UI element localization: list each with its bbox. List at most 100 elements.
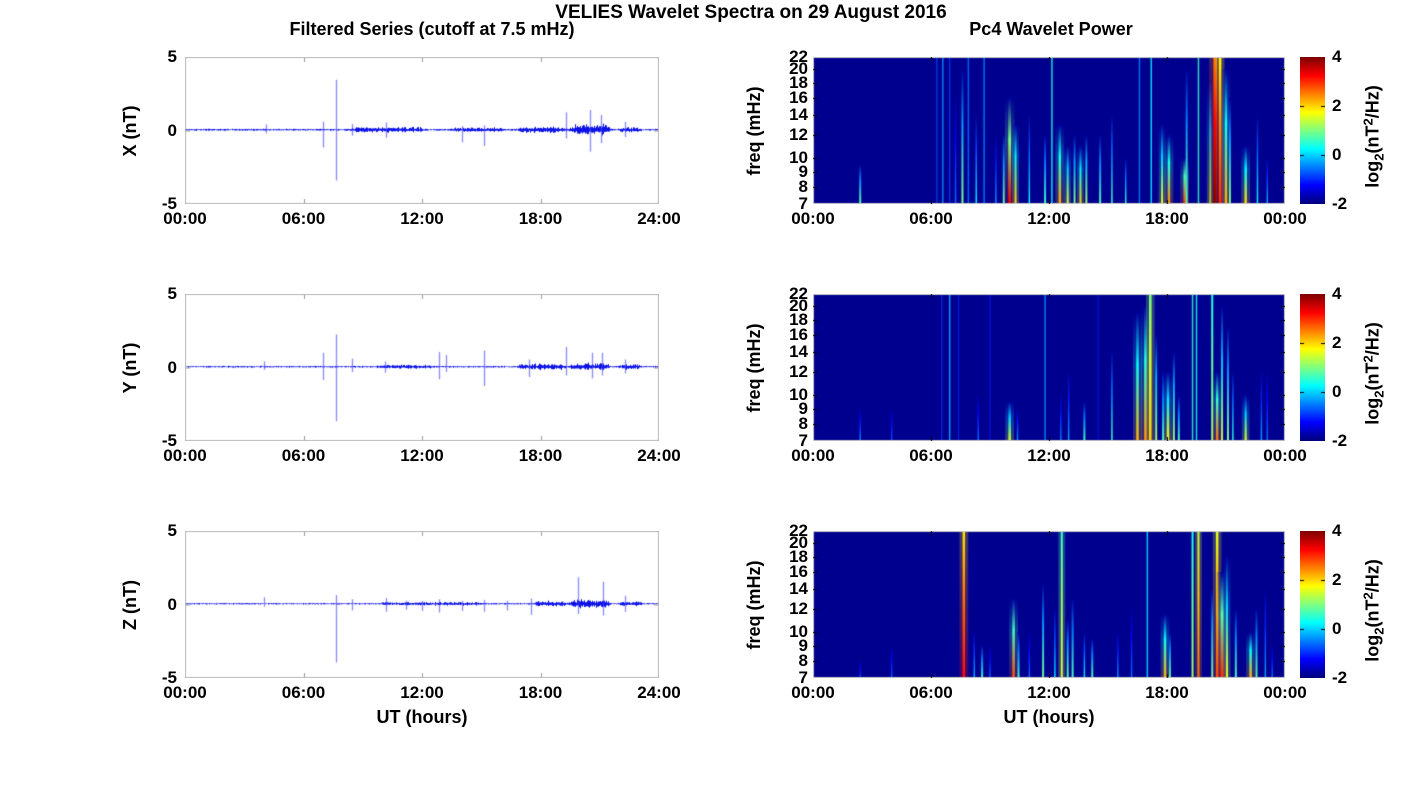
colorbar-tick-label-x-3: -2 xyxy=(1332,194,1348,213)
colorbar-label-part: /Hz) xyxy=(1362,321,1383,355)
colorbar-label-part: 2 xyxy=(1371,390,1387,398)
x-tick-label-left-z-4: 24:00 xyxy=(637,683,681,702)
freq-tick-label-y-8: 8 xyxy=(798,413,808,433)
freq-tick-label-z-6: 10 xyxy=(789,622,808,642)
y-tick-label-x-2: -5 xyxy=(161,194,177,213)
filtered-series-y-plot xyxy=(185,294,659,441)
x-tick-label-left-y-1: 06:00 xyxy=(281,446,326,465)
freq-tick-label-x-1: 20 xyxy=(789,59,808,79)
colorbar-tick-label-y-2: 0 xyxy=(1332,382,1342,401)
colorbar-label-z: log2(nT2/Hz) xyxy=(1358,530,1391,690)
filtered-series-z-plot xyxy=(185,531,659,678)
y-tick-label-x-0: 5 xyxy=(167,47,177,66)
x-tick-label-left-z-1: 06:00 xyxy=(281,683,326,702)
freq-tick-label-x-8: 8 xyxy=(798,176,808,196)
x-tick-label-right-z-1: 06:00 xyxy=(909,683,953,702)
colorbar-label-part: 2 xyxy=(1360,354,1376,363)
y-tick-label-y-2: -5 xyxy=(161,431,177,450)
x-tick-label-left-x-0: 00:00 xyxy=(163,209,207,228)
freq-tick-label-y-9: 7 xyxy=(798,431,808,450)
x-tick-label-right-z-2: 12:00 xyxy=(1027,683,1071,702)
colorbar-z xyxy=(1300,531,1325,678)
x-axis-label-right: UT (hours) xyxy=(1003,707,1095,727)
x-tick-label-left-y-0: 00:00 xyxy=(163,446,207,465)
wavelet-power-x-heatmap xyxy=(813,57,1285,204)
colorbar-tick-label-x-0: 4 xyxy=(1332,47,1342,66)
freq-axis-label-z: freq (mHz) xyxy=(744,560,764,649)
freq-tick-label-y-6: 10 xyxy=(789,385,808,405)
x-tick-label-left-y-3: 18:00 xyxy=(518,446,563,465)
freq-tick-label-y-7: 9 xyxy=(798,398,808,418)
wavelet-power-z-heatmap xyxy=(813,531,1285,678)
colorbar-label-part: log xyxy=(1362,634,1383,662)
y-tick-label-z-1: 0 xyxy=(167,594,177,614)
x-tick-label-left-y-2: 12:00 xyxy=(400,446,444,465)
colorbar-label-x: log2(nT2/Hz) xyxy=(1358,56,1391,216)
y-tick-label-z-0: 5 xyxy=(167,521,177,540)
filtered-series-x-plot xyxy=(185,57,659,204)
colorbar-y xyxy=(1300,294,1325,441)
x-tick-label-right-x-3: 18:00 xyxy=(1145,209,1189,228)
colorbar-label-part: /Hz) xyxy=(1362,558,1383,592)
freq-tick-label-y-3: 16 xyxy=(789,324,808,344)
freq-tick-label-z-8: 8 xyxy=(798,650,808,670)
freq-tick-label-x-0: 22 xyxy=(789,47,808,66)
freq-axis-label-x: freq (mHz) xyxy=(744,86,764,175)
x-tick-label-left-z-0: 00:00 xyxy=(163,683,207,702)
x-tick-label-right-x-2: 12:00 xyxy=(1027,209,1071,228)
x-tick-label-right-z-3: 18:00 xyxy=(1145,683,1189,702)
colorbar-label-part: 2 xyxy=(1360,117,1376,126)
x-tick-label-left-x-3: 18:00 xyxy=(518,209,563,228)
wavelet-power-y-heatmap xyxy=(813,294,1285,441)
freq-tick-label-x-9: 7 xyxy=(798,194,808,213)
freq-tick-label-z-5: 12 xyxy=(789,598,808,618)
colorbar-label-y: log2(nT2/Hz) xyxy=(1358,293,1391,453)
right-subplot-title: Pc4 Wavelet Power xyxy=(969,19,1133,39)
colorbar-x xyxy=(1300,57,1325,204)
freq-tick-label-x-3: 16 xyxy=(789,87,808,107)
freq-tick-label-x-7: 9 xyxy=(798,161,808,181)
freq-tick-label-x-5: 12 xyxy=(789,124,808,144)
left-subplot-title: Filtered Series (cutoff at 7.5 mHz) xyxy=(289,19,575,39)
x-tick-label-left-x-1: 06:00 xyxy=(281,209,326,228)
colorbar-label-part: 2 xyxy=(1371,153,1387,161)
freq-tick-label-y-0: 22 xyxy=(789,284,808,303)
freq-tick-label-x-2: 18 xyxy=(789,72,808,92)
freq-tick-label-y-2: 18 xyxy=(789,309,808,329)
freq-tick-label-z-2: 18 xyxy=(789,546,808,566)
freq-tick-label-z-1: 20 xyxy=(789,533,808,553)
colorbar-label-part: (nT xyxy=(1362,362,1383,390)
y-tick-label-y-1: 0 xyxy=(167,357,177,377)
colorbar-label-part: (nT xyxy=(1362,599,1383,627)
colorbar-label-part: log xyxy=(1362,160,1383,188)
colorbar-tick-label-y-1: 2 xyxy=(1332,333,1342,352)
x-tick-label-right-y-0: 00:00 xyxy=(791,446,835,465)
colorbar-label-part: 2 xyxy=(1371,627,1387,635)
freq-tick-label-x-6: 10 xyxy=(789,148,808,168)
freq-tick-label-z-4: 14 xyxy=(789,579,808,599)
y-tick-label-x-1: 0 xyxy=(167,120,177,140)
colorbar-tick-label-z-2: 0 xyxy=(1332,619,1342,638)
x-tick-label-left-y-4: 24:00 xyxy=(637,446,681,465)
x-tick-label-right-y-2: 12:00 xyxy=(1027,446,1071,465)
x-tick-label-left-z-2: 12:00 xyxy=(400,683,444,702)
colorbar-label-part: log xyxy=(1362,397,1383,425)
colorbar-tick-label-y-3: -2 xyxy=(1332,431,1348,450)
colorbar-label-part: (nT xyxy=(1362,125,1383,153)
x-tick-label-left-z-3: 18:00 xyxy=(518,683,563,702)
freq-axis-label-y: freq (mHz) xyxy=(744,323,764,412)
x-tick-label-right-x-4: 00:00 xyxy=(1263,209,1307,228)
colorbar-tick-label-y-0: 4 xyxy=(1332,284,1342,303)
y-tick-label-z-2: -5 xyxy=(161,668,177,687)
x-tick-label-right-z-0: 00:00 xyxy=(791,683,835,702)
x-tick-label-right-y-1: 06:00 xyxy=(909,446,953,465)
x-tick-label-right-y-4: 00:00 xyxy=(1263,446,1307,465)
x-axis-label-left: UT (hours) xyxy=(376,707,468,727)
x-tick-label-right-x-1: 06:00 xyxy=(909,209,953,228)
freq-tick-label-z-0: 22 xyxy=(789,521,808,540)
freq-tick-label-y-1: 20 xyxy=(789,296,808,316)
freq-tick-label-x-4: 14 xyxy=(789,105,808,125)
freq-tick-label-y-4: 14 xyxy=(789,342,808,362)
colorbar-tick-label-z-0: 4 xyxy=(1332,521,1342,540)
